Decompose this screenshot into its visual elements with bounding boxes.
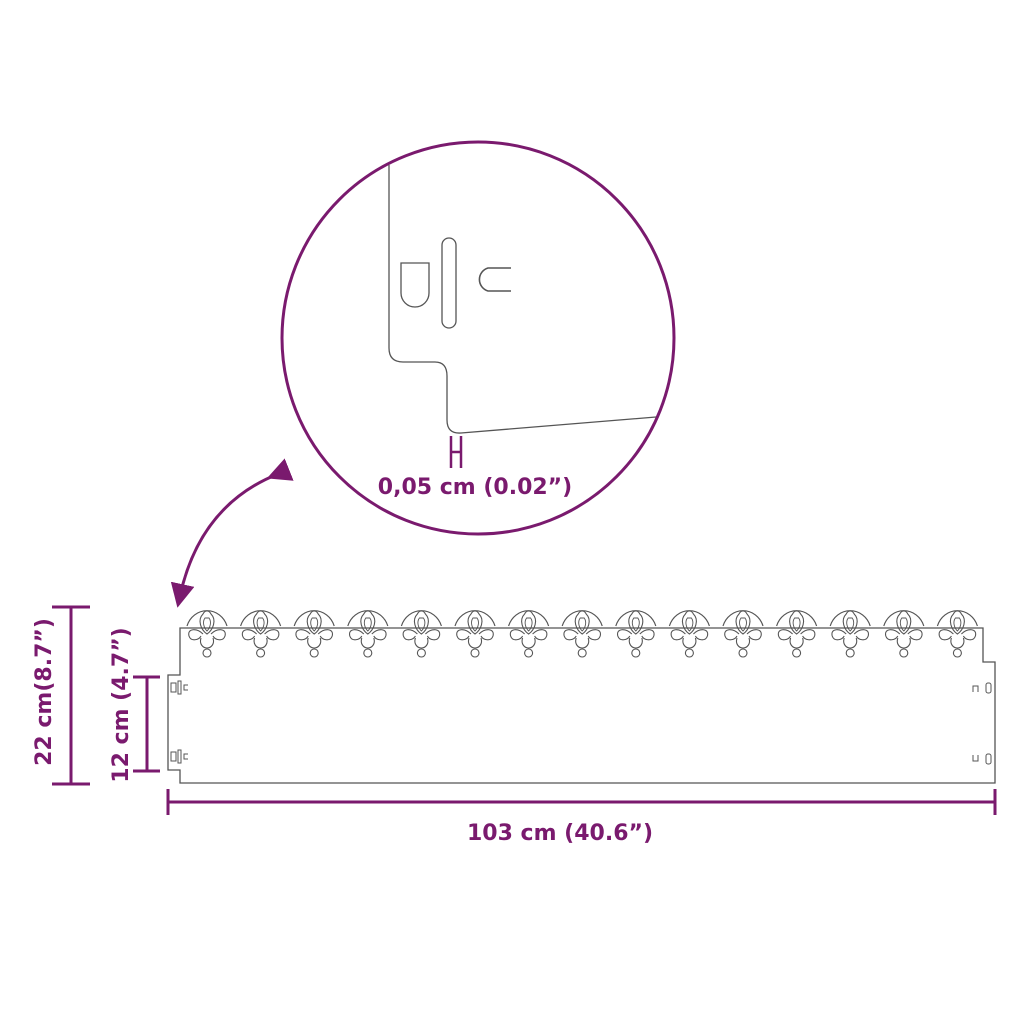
slot-hole-icon [400,262,430,308]
right-hook-bottom [972,755,979,762]
fleur-motif-row [186,610,979,658]
fleur-de-lis-icon [561,610,603,658]
width-label: 103 cm (40.6”) [467,821,653,846]
fleur-de-lis-icon [722,610,764,658]
left-slot-bottom [170,751,177,762]
panel-height-dimension-line [133,675,160,773]
width-dimension-line [166,789,997,815]
panel-edge-detail [388,165,657,434]
fleur-de-lis-icon [240,610,282,658]
fleur-de-lis-icon [454,610,496,658]
hook-clip-icon [478,267,511,292]
right-hook-top [972,685,979,692]
left-hook-bottom [183,753,188,760]
fleur-de-lis-icon [347,610,389,658]
fleur-de-lis-icon [829,610,871,658]
right-slot-top [985,682,992,694]
elongated-slot-icon [441,237,457,329]
total-height-dimension-line [52,605,90,786]
left-hook-top [183,684,188,691]
fleur-de-lis-icon [186,610,228,658]
fleur-de-lis-icon [936,610,979,658]
fleur-de-lis-icon [775,610,818,658]
fleur-de-lis-icon [400,610,442,658]
panel-height-label: 12 cm (4.7”) [109,627,134,782]
fleur-de-lis-icon [668,610,711,658]
panel-outline [167,627,996,784]
thickness-marker [449,436,463,468]
left-slot-bottom-long [177,749,182,764]
detail-magnifier: 0,05 cm (0.02”) [280,140,676,536]
edging-panel [167,610,996,784]
left-slot-top-long [177,680,182,695]
left-slot-top [170,682,177,693]
fleur-de-lis-icon [293,610,335,658]
fleur-de-lis-icon [615,610,657,658]
fleur-de-lis-icon [507,610,550,658]
total-height-label: 22 cm(8.7”) [32,618,57,766]
thickness-label: 0,05 cm (0.02”) [378,475,572,500]
connector-slots [170,680,992,765]
magnifier-circle [280,140,676,536]
double-arrow-icon [170,458,294,608]
fleur-de-lis-icon [883,610,925,658]
right-slot-bottom [985,753,992,765]
